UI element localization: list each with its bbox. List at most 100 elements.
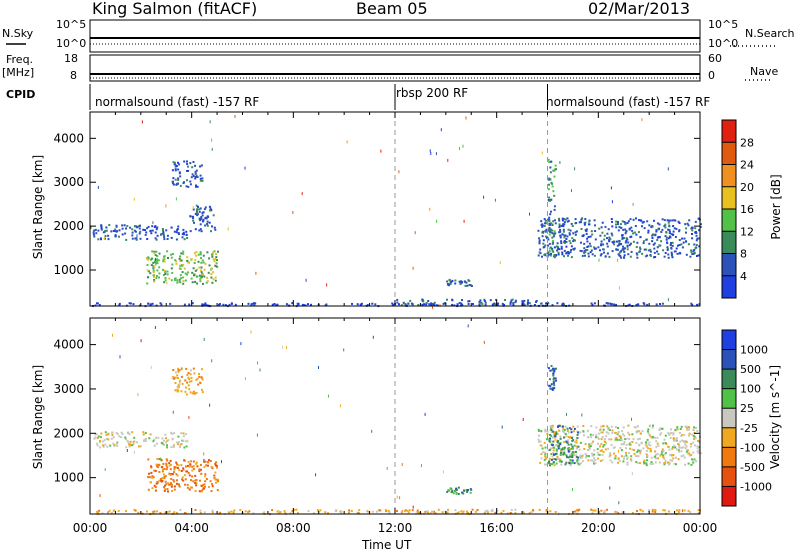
power-echo-cell bbox=[548, 233, 551, 236]
velocity-echo-cell bbox=[183, 446, 186, 449]
power-echo-cell bbox=[681, 246, 684, 249]
velocity-echo-cell bbox=[248, 510, 251, 513]
power-echo-cell bbox=[667, 228, 670, 231]
velocity-echo-cell bbox=[143, 439, 145, 442]
power-echo-cell bbox=[589, 245, 592, 248]
power-echo-cell bbox=[186, 259, 189, 262]
velocity-echo-cell bbox=[179, 379, 182, 382]
velocity-echo-cell bbox=[208, 459, 210, 462]
power-echo-cell bbox=[181, 236, 184, 239]
velocity-echo-cell bbox=[125, 510, 127, 513]
power-echo-cell bbox=[556, 249, 559, 252]
velocity-echo-cell bbox=[618, 459, 621, 462]
power-echo-cell bbox=[583, 222, 586, 225]
velocity-echo-cell bbox=[668, 448, 671, 451]
power-echo-cell bbox=[196, 176, 199, 178]
power-echo-cell bbox=[483, 298, 486, 301]
velocity-echo-cell bbox=[104, 443, 107, 446]
power-echo-cell bbox=[667, 256, 670, 259]
velocity-echo-cell bbox=[211, 485, 214, 488]
velocity-echo-cell bbox=[546, 430, 549, 433]
velocity-echo-cell bbox=[668, 462, 671, 465]
power-echo-cell bbox=[179, 267, 182, 270]
power-echo-cell bbox=[102, 231, 105, 234]
power-echo-cell bbox=[543, 218, 546, 221]
velocity-echo-cell bbox=[185, 440, 188, 443]
power-echo-cell bbox=[149, 272, 152, 275]
velocity-echo-cell bbox=[656, 453, 659, 456]
power-noise-point bbox=[541, 151, 543, 155]
power-echo-cell bbox=[202, 282, 204, 285]
velocity-echo-cell bbox=[617, 457, 620, 460]
velocity-echo-cell bbox=[151, 475, 154, 478]
power-echo-cell bbox=[587, 223, 590, 226]
freq-strip-frame bbox=[89, 54, 701, 82]
velocity-echo-cell bbox=[172, 479, 175, 481]
power-echo-cell bbox=[276, 303, 279, 306]
velocity-echo-cell bbox=[319, 509, 322, 512]
power-echo-cell bbox=[190, 176, 193, 179]
power-echo-cell bbox=[646, 303, 649, 306]
power-echo-cell bbox=[509, 302, 512, 305]
velocity-echo-cell bbox=[170, 477, 173, 480]
power-echo-cell bbox=[642, 220, 645, 223]
velocity-echo-cell bbox=[95, 433, 98, 436]
time-tick-label: 00:00 bbox=[683, 521, 718, 535]
velocity-echo-cell bbox=[550, 427, 552, 430]
velocity-echo-cell bbox=[549, 464, 551, 467]
power-echo-cell bbox=[442, 302, 445, 305]
velocity-echo-cell bbox=[102, 444, 104, 447]
power-echo-cell bbox=[198, 266, 201, 269]
power-echo-cell bbox=[698, 229, 700, 232]
power-echo-cell bbox=[431, 303, 434, 306]
power-echo-cell bbox=[626, 245, 629, 248]
velocity-echo-cell bbox=[597, 453, 600, 456]
velocity-echo-cell bbox=[615, 432, 618, 435]
velocity-echo-cell bbox=[595, 436, 597, 439]
velocity-echo-cell bbox=[462, 510, 465, 513]
velocity-echo-cell bbox=[334, 510, 337, 512]
power-echo-cell bbox=[613, 243, 616, 246]
velocity-echo-cell bbox=[697, 512, 700, 515]
power-echo-cell bbox=[207, 271, 210, 274]
velocity-echo-cell bbox=[164, 511, 167, 514]
power-echo-cell bbox=[172, 161, 175, 164]
velocity-echo-cell bbox=[182, 467, 185, 470]
power-echo-cell bbox=[562, 228, 565, 231]
velocity-echo-cell bbox=[559, 442, 562, 445]
velocity-echo-cell bbox=[192, 465, 195, 467]
velocity-echo-cell bbox=[173, 432, 176, 435]
power-echo-cell bbox=[558, 223, 561, 226]
power-echo-cell bbox=[472, 303, 474, 305]
velocity-echo-cell bbox=[187, 372, 190, 374]
power-echo-cell bbox=[558, 219, 561, 222]
velocity-echo-cell bbox=[142, 433, 145, 436]
power-noise-point bbox=[292, 211, 294, 214]
power-echo-cell bbox=[547, 158, 550, 161]
power-echo-cell bbox=[611, 303, 614, 306]
power-echo-cell bbox=[548, 216, 551, 219]
power-echo-cell bbox=[461, 299, 463, 301]
power-echo-cell bbox=[291, 302, 294, 305]
velocity-echo-cell bbox=[571, 451, 574, 454]
velocity-echo-cell bbox=[630, 455, 633, 458]
velocity-echo-cell bbox=[196, 377, 199, 380]
velocity-noise-point bbox=[133, 450, 135, 454]
velocity-echo-cell bbox=[557, 442, 560, 445]
velocity-echo-cell bbox=[550, 453, 553, 455]
power-echo-cell bbox=[680, 243, 683, 246]
velocity-echo-cell bbox=[687, 509, 690, 512]
velocity-echo-cell bbox=[673, 444, 676, 447]
power-echo-cell bbox=[636, 256, 639, 259]
velocity-echo-cell bbox=[194, 479, 197, 482]
velocity-echo-cell bbox=[620, 455, 623, 458]
power-echo-cell bbox=[135, 237, 138, 240]
velocity-colorbar-tick-label: 500 bbox=[740, 363, 761, 376]
power-echo-cell bbox=[170, 236, 173, 239]
power-echo-cell bbox=[173, 230, 176, 233]
power-echo-cell bbox=[598, 227, 601, 230]
power-echo-cell bbox=[547, 251, 550, 254]
power-echo-cell bbox=[566, 235, 569, 238]
velocity-echo-cell bbox=[679, 440, 682, 443]
power-echo-cell bbox=[620, 256, 623, 259]
